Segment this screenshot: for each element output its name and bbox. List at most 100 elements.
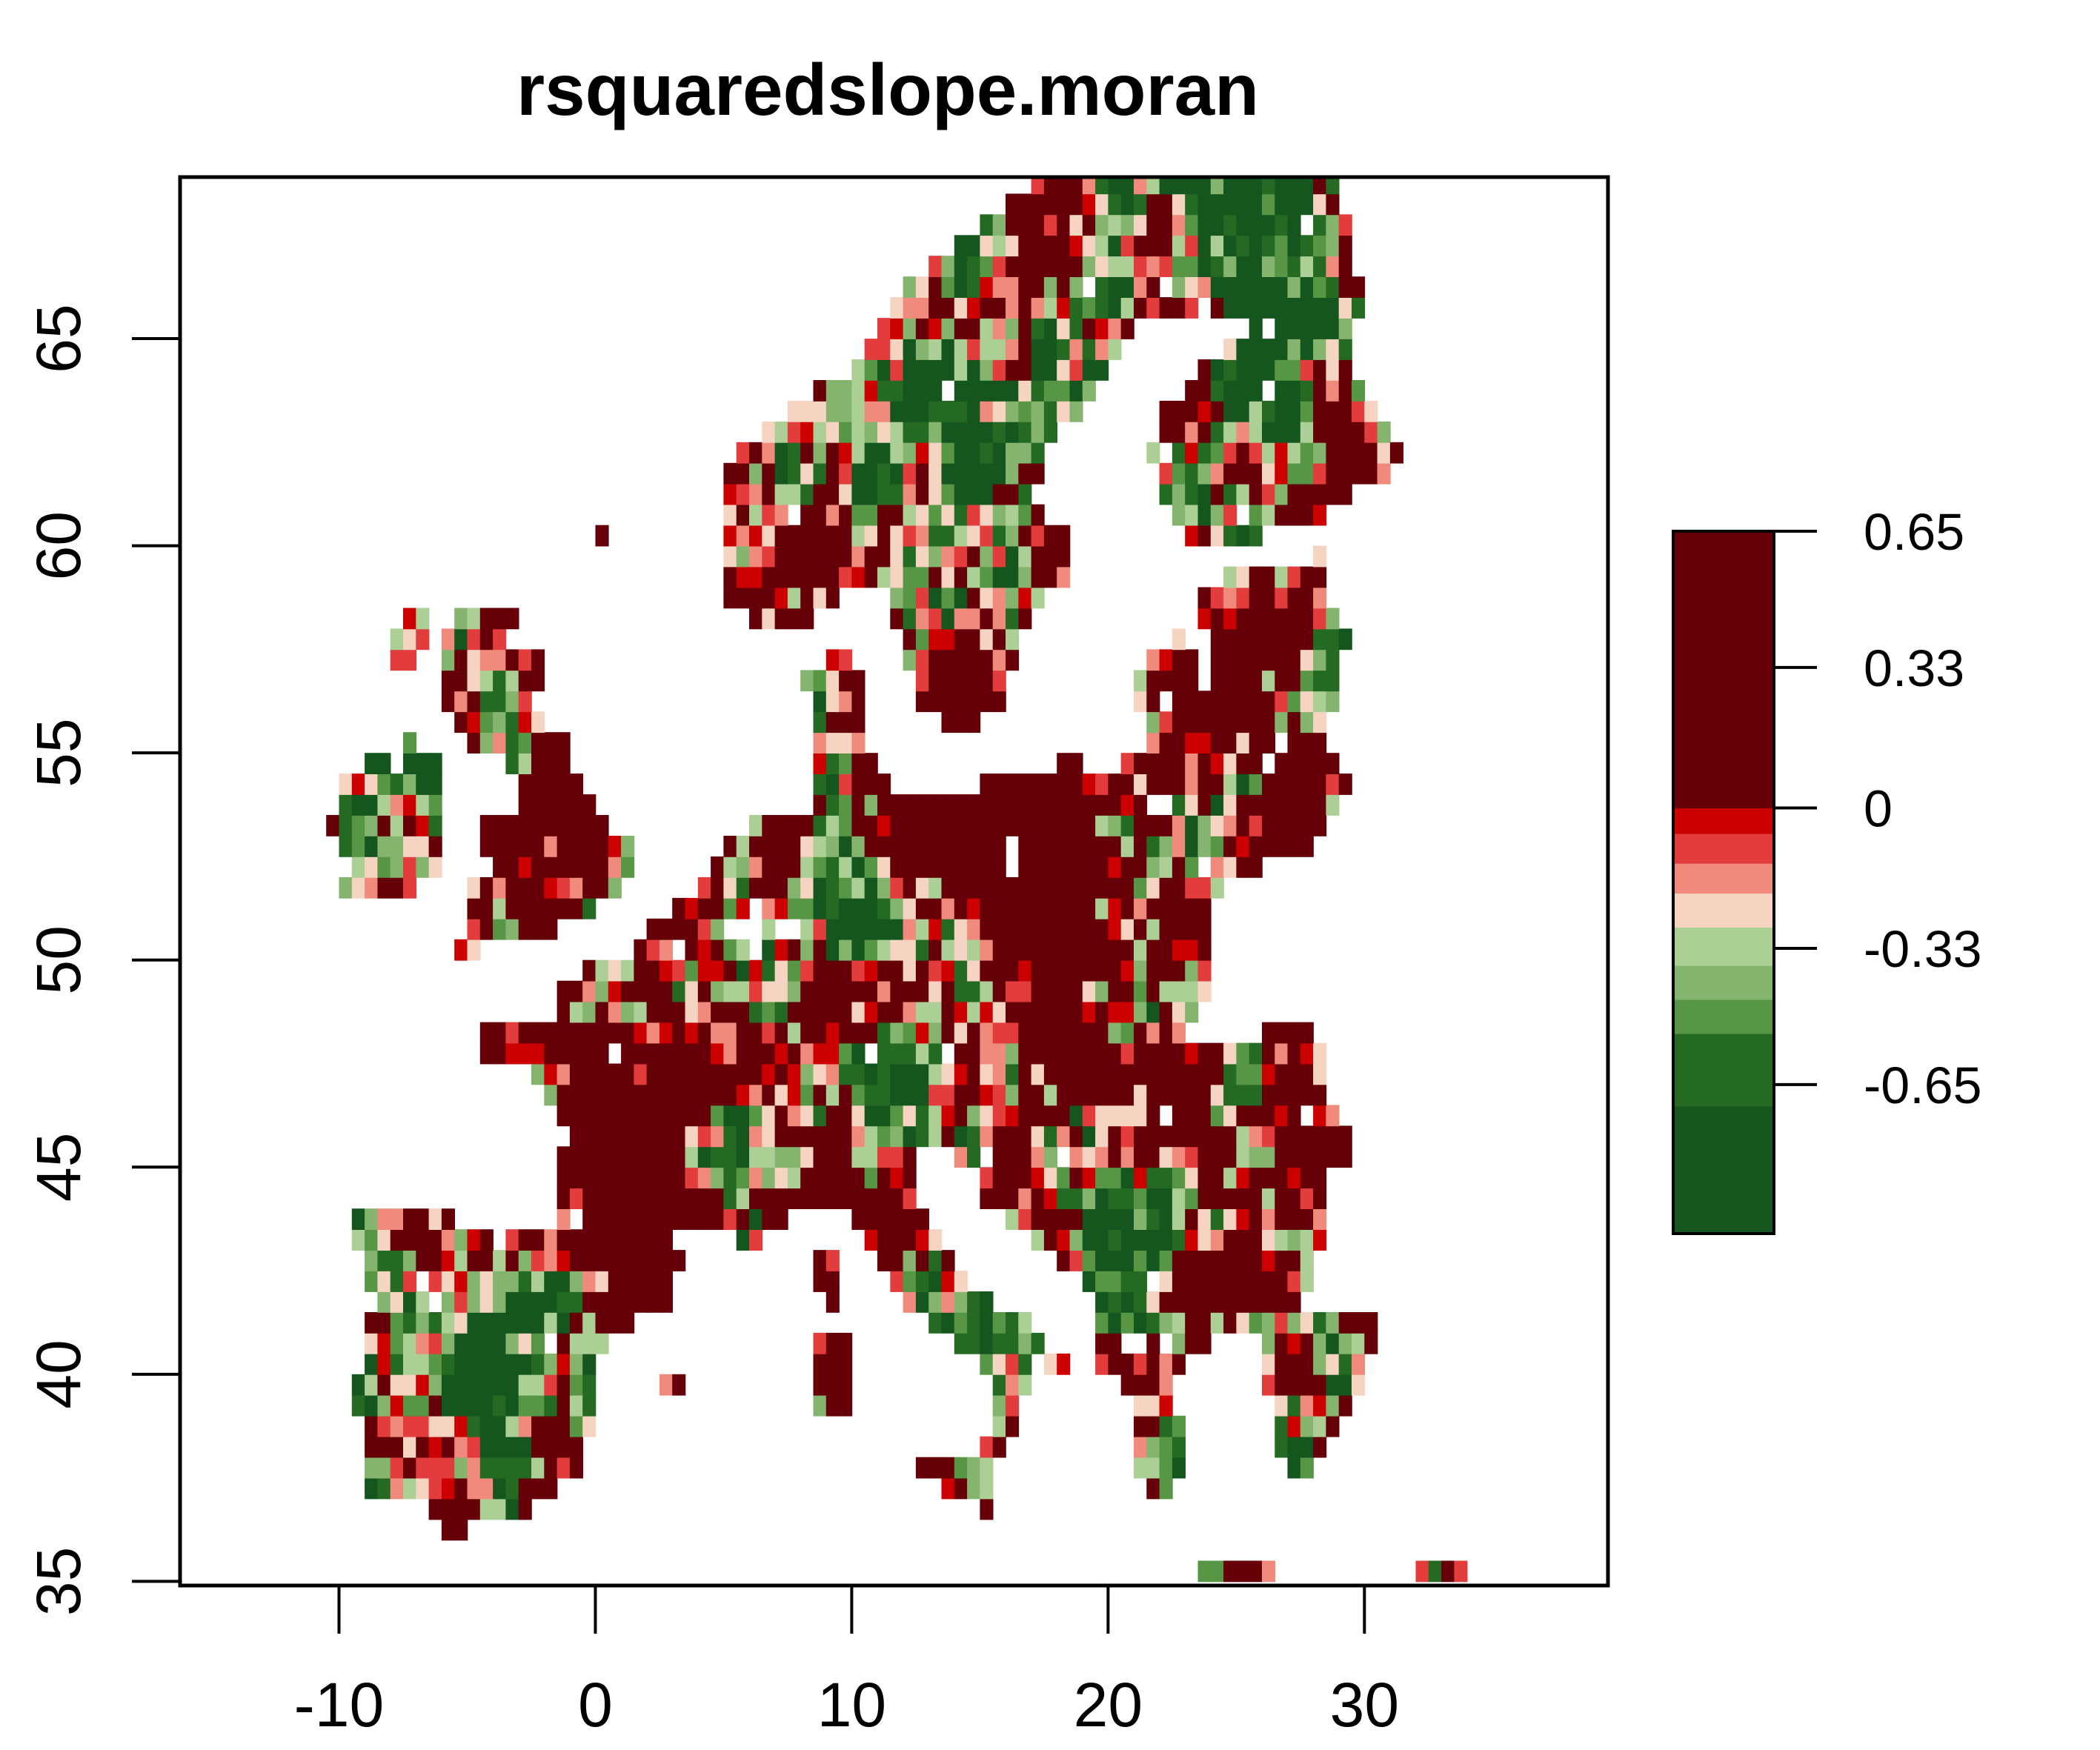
raster-cell xyxy=(992,1063,1006,1085)
raster-cell xyxy=(851,421,865,443)
raster-cell xyxy=(1249,525,1263,547)
raster-cell xyxy=(903,1208,917,1230)
raster-cell xyxy=(1172,836,1186,857)
raster-cell xyxy=(467,1332,481,1354)
raster-cell xyxy=(1185,1042,1199,1065)
raster-cell xyxy=(582,1312,597,1334)
raster-cell xyxy=(518,1229,532,1251)
raster-cell xyxy=(1006,628,1020,651)
raster-cell xyxy=(967,897,981,919)
raster-cell xyxy=(1006,380,1020,402)
raster-cell xyxy=(1236,628,1250,651)
raster-cell xyxy=(531,815,545,836)
raster-cell xyxy=(1082,1229,1096,1251)
raster-cell xyxy=(851,1063,865,1085)
raster-cell xyxy=(839,1188,853,1209)
raster-cell xyxy=(454,649,468,671)
raster-cell xyxy=(1326,193,1340,216)
raster-cell xyxy=(813,483,827,505)
raster-cell xyxy=(1159,1312,1173,1334)
raster-cell xyxy=(454,1353,468,1375)
raster-cell xyxy=(864,339,878,360)
raster-cell xyxy=(1146,1250,1160,1271)
raster-cell xyxy=(467,1394,481,1417)
raster-cell xyxy=(1287,442,1301,464)
raster-cell xyxy=(1249,566,1263,588)
raster-cell xyxy=(1057,566,1071,588)
raster-cell xyxy=(1262,836,1276,857)
raster-cell xyxy=(1172,1250,1186,1271)
raster-cell xyxy=(941,628,955,651)
raster-cell xyxy=(1172,773,1186,795)
raster-cell xyxy=(1134,1125,1148,1148)
raster-cell xyxy=(992,1022,1006,1044)
raster-cell xyxy=(736,1084,750,1106)
raster-cell xyxy=(1006,980,1020,1002)
raster-cell xyxy=(762,980,776,1002)
raster-cell xyxy=(851,794,865,816)
raster-cell xyxy=(1338,1312,1352,1334)
raster-cell xyxy=(1262,1560,1276,1583)
raster-cell xyxy=(723,525,737,547)
raster-cell xyxy=(980,773,994,795)
raster-cell xyxy=(467,732,481,753)
raster-cell xyxy=(697,1125,711,1148)
raster-cell xyxy=(813,442,827,464)
raster-cell xyxy=(1249,421,1263,443)
raster-cell xyxy=(1197,193,1212,216)
raster-cell xyxy=(531,753,545,774)
raster-cell xyxy=(1197,177,1212,195)
raster-cell xyxy=(992,608,1006,630)
raster-cell xyxy=(505,691,519,713)
raster-cell xyxy=(531,918,545,940)
raster-cell xyxy=(479,876,494,899)
raster-cell xyxy=(1185,980,1199,1002)
raster-cell xyxy=(1300,1457,1314,1479)
raster-cell xyxy=(1185,918,1199,940)
raster-cell xyxy=(774,1167,788,1189)
raster-cell xyxy=(569,1022,583,1044)
raster-cell xyxy=(531,670,545,692)
raster-cell xyxy=(787,856,801,878)
raster-cell xyxy=(1146,442,1160,464)
raster-cell xyxy=(1146,815,1160,836)
raster-cell xyxy=(992,400,1006,422)
raster-cell xyxy=(1069,177,1083,195)
raster-cell xyxy=(774,587,788,609)
raster-cell xyxy=(800,836,814,857)
raster-cell xyxy=(928,462,943,485)
raster-cell xyxy=(1006,815,1020,836)
raster-cell xyxy=(1275,421,1289,443)
raster-cell xyxy=(762,1208,776,1230)
raster-cell xyxy=(672,1250,686,1271)
raster-cell xyxy=(569,1394,583,1417)
raster-cell xyxy=(915,380,929,402)
raster-cell xyxy=(903,939,917,961)
raster-cell xyxy=(1287,359,1301,381)
raster-cell xyxy=(479,1229,494,1251)
raster-cell xyxy=(672,1042,686,1065)
raster-cell xyxy=(505,732,519,753)
raster-cell xyxy=(454,1374,468,1396)
raster-cell xyxy=(403,836,417,857)
raster-cell xyxy=(582,1291,597,1313)
raster-cell xyxy=(479,608,494,630)
raster-cell xyxy=(1159,1188,1173,1209)
raster-cell xyxy=(825,1042,840,1065)
raster-cell xyxy=(1108,959,1122,982)
raster-cell xyxy=(992,939,1006,961)
raster-cell xyxy=(531,1250,545,1271)
raster-cell xyxy=(813,566,827,588)
raster-cell xyxy=(634,1146,648,1168)
raster-cell xyxy=(1262,1250,1276,1271)
raster-cell xyxy=(634,1105,648,1127)
raster-cell xyxy=(915,421,929,443)
raster-cell xyxy=(967,359,981,381)
raster-cell xyxy=(1313,608,1327,630)
y-tick-label: 45 xyxy=(24,1133,93,1202)
raster-cell xyxy=(736,462,750,485)
legend-swatch xyxy=(1673,833,1774,864)
raster-cell xyxy=(1057,1250,1071,1271)
raster-cell xyxy=(454,1519,468,1541)
raster-cell xyxy=(1275,380,1289,402)
